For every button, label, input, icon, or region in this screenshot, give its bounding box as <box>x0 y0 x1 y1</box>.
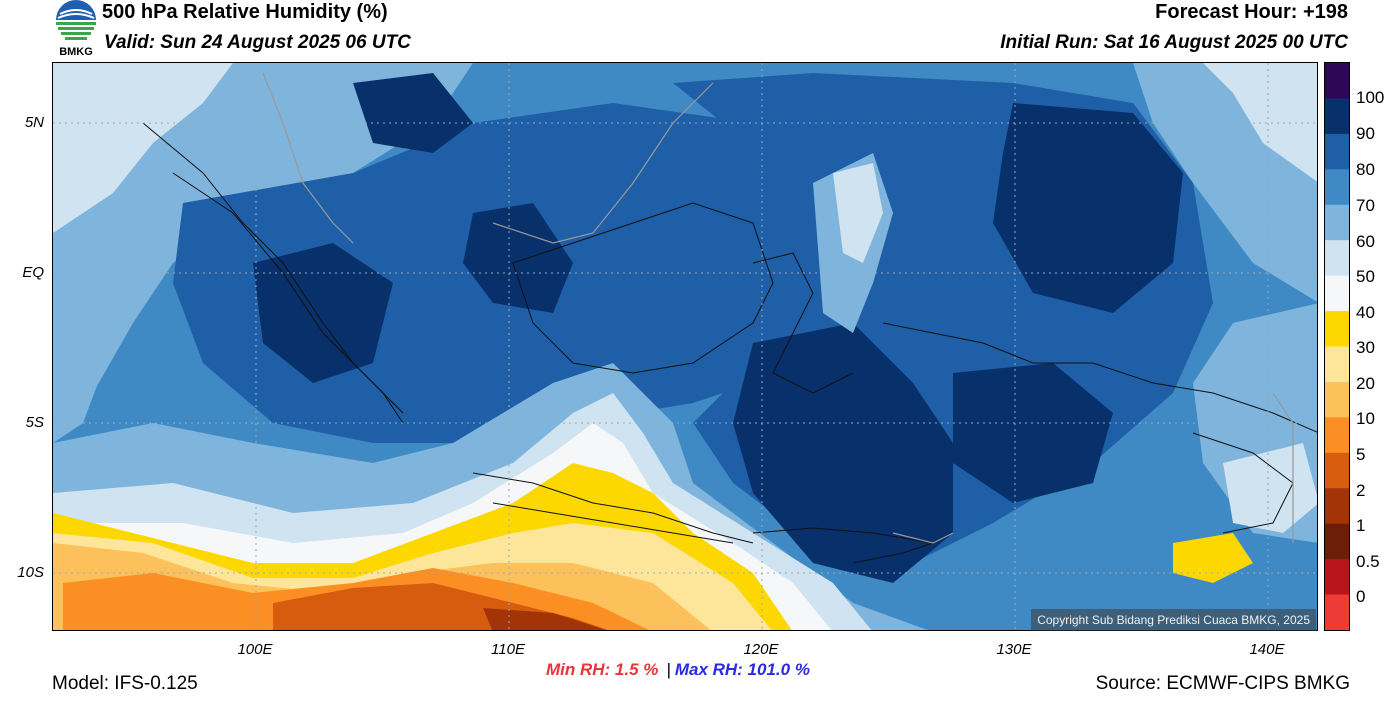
colorbar-swatch <box>1325 381 1349 418</box>
lon-label-100e: 100E <box>237 641 273 658</box>
colorbar-swatch <box>1325 488 1349 525</box>
bmkg-logo: BMKG <box>52 0 100 60</box>
colorbar-label-5: 5 <box>1356 445 1366 464</box>
colorbar-swatch <box>1325 523 1349 560</box>
colorbar <box>1324 62 1350 631</box>
model-label: Model: IFS-0.125 <box>52 673 198 694</box>
lon-label-130e: 130E <box>996 641 1032 658</box>
colorbar-label-40: 40 <box>1356 303 1375 322</box>
rh-stats: Min RH: 1.5 % | Max RH: 101.0 % <box>546 660 810 680</box>
lon-label-110e: 110E <box>491 641 525 658</box>
copyright-notice: Copyright Sub Bidang Prediksi Cuaca BMKG… <box>1031 609 1316 631</box>
colorbar-swatch <box>1325 311 1349 347</box>
colorbar-swatch <box>1325 169 1349 206</box>
colorbar-swatch <box>1325 240 1349 277</box>
colorbar-swatch <box>1325 63 1349 99</box>
colorbar-label-100: 100 <box>1356 88 1385 107</box>
lat-label-eq: EQ <box>22 264 44 281</box>
logo-text: BMKG <box>59 46 93 58</box>
colorbar-label-20: 20 <box>1356 374 1375 393</box>
colorbar-label-60: 60 <box>1356 232 1375 251</box>
colorbar-label-70: 70 <box>1356 196 1375 215</box>
colorbar-swatch <box>1325 417 1349 454</box>
colorbar-swatch <box>1325 275 1349 312</box>
colorbar-label-10: 10 <box>1356 409 1375 428</box>
initial-run: Initial Run: Sat 16 August 2025 00 UTC <box>1000 32 1348 53</box>
humidity-field <box>53 63 1317 630</box>
humidity-map <box>52 62 1318 631</box>
lon-label-120e: 120E <box>743 641 779 658</box>
colorbar-swatch <box>1325 594 1349 631</box>
bmkg-logo-icon <box>56 0 96 40</box>
stats-separator: | <box>666 660 671 679</box>
colorbar-label-30: 30 <box>1356 338 1375 357</box>
valid-time: Valid: Sun 24 August 2025 06 UTC <box>104 32 411 53</box>
colorbar-label-90: 90 <box>1356 124 1375 143</box>
lat-label-5s: 5S <box>25 414 44 431</box>
colorbar-swatch <box>1325 133 1349 170</box>
colorbar-swatch <box>1325 346 1349 383</box>
colorbar-swatch <box>1325 452 1349 489</box>
source-label: Source: ECMWF-CIPS BMKG <box>1095 673 1350 694</box>
colorbar-swatch <box>1325 98 1349 135</box>
colorbar-swatch <box>1325 559 1349 596</box>
colorbar-label-0-5: 0.5 <box>1356 552 1380 571</box>
lat-label-5n: 5N <box>24 114 44 131</box>
colorbar-label-50: 50 <box>1356 267 1375 286</box>
lat-label-10s: 10S <box>17 564 44 581</box>
forecast-hour: Forecast Hour: +198 <box>1155 1 1348 23</box>
min-rh: Min RH: 1.5 % <box>546 660 659 679</box>
lon-label-140e: 140E <box>1249 641 1285 658</box>
colorbar-swatch <box>1325 204 1349 241</box>
colorbar-label-80: 80 <box>1356 160 1375 179</box>
map-title: 500 hPa Relative Humidity (%) <box>102 1 388 23</box>
colorbar-label-0: 0 <box>1356 587 1366 606</box>
max-rh: Max RH: 101.0 % <box>674 660 810 679</box>
colorbar-label-2: 2 <box>1356 481 1366 500</box>
colorbar-label-1: 1 <box>1356 516 1366 535</box>
colorbar-swatches <box>1325 63 1349 631</box>
